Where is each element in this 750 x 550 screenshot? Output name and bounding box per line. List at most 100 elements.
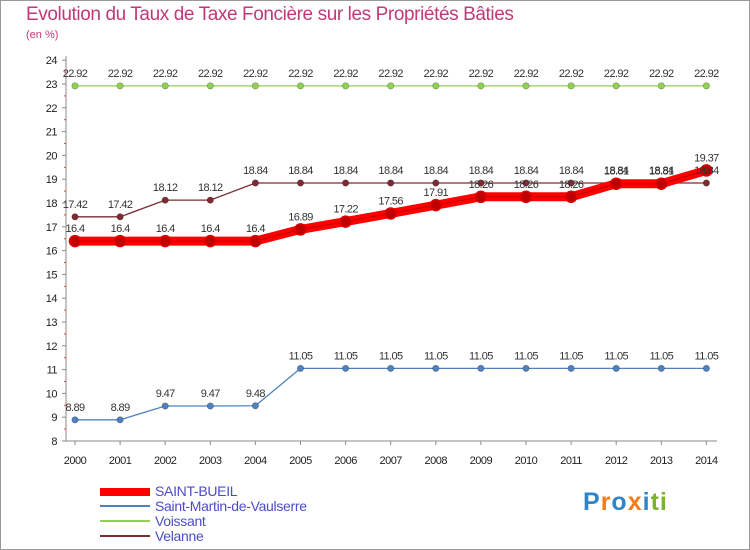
data-label-saint-martin-de-vaulserre: 8.89 [111, 402, 130, 414]
data-point-velanne [702, 179, 710, 187]
data-label-saint-martin-de-vaulserre: 9.47 [201, 388, 220, 400]
data-point-saint-bueil [204, 234, 217, 248]
data-point-velanne [387, 179, 395, 187]
data-point-saint-bueil [700, 164, 713, 177]
data-label-voissant: 22.92 [424, 68, 449, 80]
data-point-saint-martin-de-vaulserre [432, 364, 440, 372]
data-label-saint-martin-de-vaulserre: 9.47 [156, 388, 175, 400]
data-label-velanne: 18.12 [198, 182, 223, 194]
y-tick-label: 8 [51, 436, 57, 448]
data-label-velanne: 18.84 [424, 165, 449, 177]
data-label-voissant: 22.92 [649, 68, 674, 80]
data-label-voissant: 22.92 [469, 68, 494, 80]
data-point-velanne [567, 179, 575, 187]
data-point-voissant [612, 82, 620, 90]
data-point-voissant [522, 82, 530, 90]
data-label-saint-martin-de-vaulserre: 11.05 [514, 350, 538, 362]
legend-swatch-saint-bueil [100, 488, 150, 496]
data-label-voissant: 22.92 [694, 68, 719, 80]
data-label-saint-bueil: 18.81 [604, 166, 629, 178]
logo-letter: t [650, 488, 660, 516]
data-label-voissant: 22.92 [514, 68, 539, 80]
logo-letter: i [659, 488, 668, 516]
data-point-saint-martin-de-vaulserre [206, 402, 214, 410]
data-point-saint-bueil [609, 177, 623, 190]
data-point-voissant [432, 82, 440, 90]
x-tick-label: 2008 [425, 455, 448, 467]
data-label-voissant: 22.92 [63, 68, 88, 80]
series-saint-martin-de-vaulserre [71, 364, 710, 424]
data-label-voissant: 22.92 [153, 68, 178, 80]
x-tick-label: 2005 [289, 455, 312, 467]
data-point-voissant [477, 82, 485, 90]
data-label-velanne: 18.84 [243, 165, 268, 177]
x-tick-label: 2007 [379, 455, 402, 467]
data-label-velanne: 18.84 [333, 165, 358, 177]
x-axis: 2000 2001 2002 2003 2004 2005 2006 2007 2008 2009… [64, 440, 719, 467]
data-label-velanne: 17.42 [108, 199, 133, 211]
y-tick-label: 20 [46, 150, 58, 162]
data-point-saint-bueil [113, 234, 127, 248]
data-label-velanne: 18.84 [469, 165, 494, 177]
y-tick-label: 12 [46, 341, 58, 353]
data-label-velanne: 18.84 [694, 165, 719, 177]
data-point-velanne [251, 179, 259, 187]
logo-letter: x [627, 488, 643, 516]
data-label-saint-bueil: 16.89 [288, 211, 313, 223]
y-tick-label: 21 [46, 127, 58, 139]
data-label-saint-martin-de-vaulserre: 11.05 [695, 350, 719, 362]
y-axis: 8 9 10 11 12 13 14 15 16 17 18 19 20 21 22 23 24 [46, 55, 67, 448]
data-point-voissant [116, 82, 124, 90]
data-point-saint-martin-de-vaulserre [567, 364, 575, 372]
logo-letter: o [611, 488, 628, 516]
x-tick-label: 2010 [515, 455, 538, 467]
data-point-voissant [161, 82, 169, 90]
data-label-saint-bueil: 16.4 [65, 223, 84, 235]
data-label-saint-bueil: 18.26 [469, 179, 494, 191]
data-label-saint-martin-de-vaulserre: 11.05 [379, 350, 403, 362]
data-label-saint-martin-de-vaulserre: 11.05 [424, 350, 448, 362]
legend-label: Velanne [155, 528, 204, 544]
unit-label: (en %) [26, 29, 59, 41]
data-point-saint-martin-de-vaulserre [342, 364, 350, 372]
data-label-saint-bueil: 18.26 [514, 179, 539, 191]
logo-letter: P [583, 488, 601, 516]
x-tick-label: 2003 [199, 455, 222, 467]
data-label-saint-martin-de-vaulserre: 8.89 [65, 402, 84, 414]
data-point-saint-martin-de-vaulserre [71, 416, 79, 424]
data-point-velanne [342, 179, 350, 187]
data-label-velanne: 18.84 [288, 165, 313, 177]
data-label-voissant: 22.92 [198, 68, 223, 80]
data-point-saint-martin-de-vaulserre [251, 402, 259, 410]
data-point-voissant [251, 82, 259, 90]
y-tick-label: 10 [46, 388, 58, 400]
series-velanne [71, 179, 710, 221]
x-tick-label: 2001 [109, 455, 132, 467]
y-tick-label: 18 [46, 198, 58, 210]
data-point-saint-martin-de-vaulserre [657, 364, 665, 372]
legend-label: Voissant [155, 513, 206, 529]
data-label-velanne: 17.42 [63, 199, 88, 211]
y-tick-label: 24 [46, 55, 58, 67]
data-label-saint-bueil: 17.56 [378, 195, 403, 207]
data-label-velanne: 18.84 [649, 165, 674, 177]
data-point-saint-martin-de-vaulserre [296, 364, 304, 372]
x-tick-label: 2012 [605, 455, 628, 467]
data-point-saint-bueil [158, 234, 172, 248]
series-saint-bueil [68, 164, 713, 248]
data-point-voissant [71, 82, 79, 90]
x-tick-label: 2014 [695, 455, 718, 467]
data-point-saint-bueil [384, 207, 397, 220]
data-point-velanne [161, 196, 169, 204]
data-label-saint-martin-de-vaulserre: 11.05 [604, 350, 628, 362]
data-point-saint-bueil [294, 223, 307, 236]
data-point-saint-bueil [564, 190, 578, 204]
logo-letter: i [642, 488, 651, 516]
data-point-velanne [522, 179, 530, 187]
data-point-saint-bueil [339, 215, 352, 228]
data-label-velanne: 18.84 [514, 165, 539, 177]
data-point-saint-bueil [655, 177, 668, 190]
x-tick-label: 2004 [244, 455, 267, 467]
